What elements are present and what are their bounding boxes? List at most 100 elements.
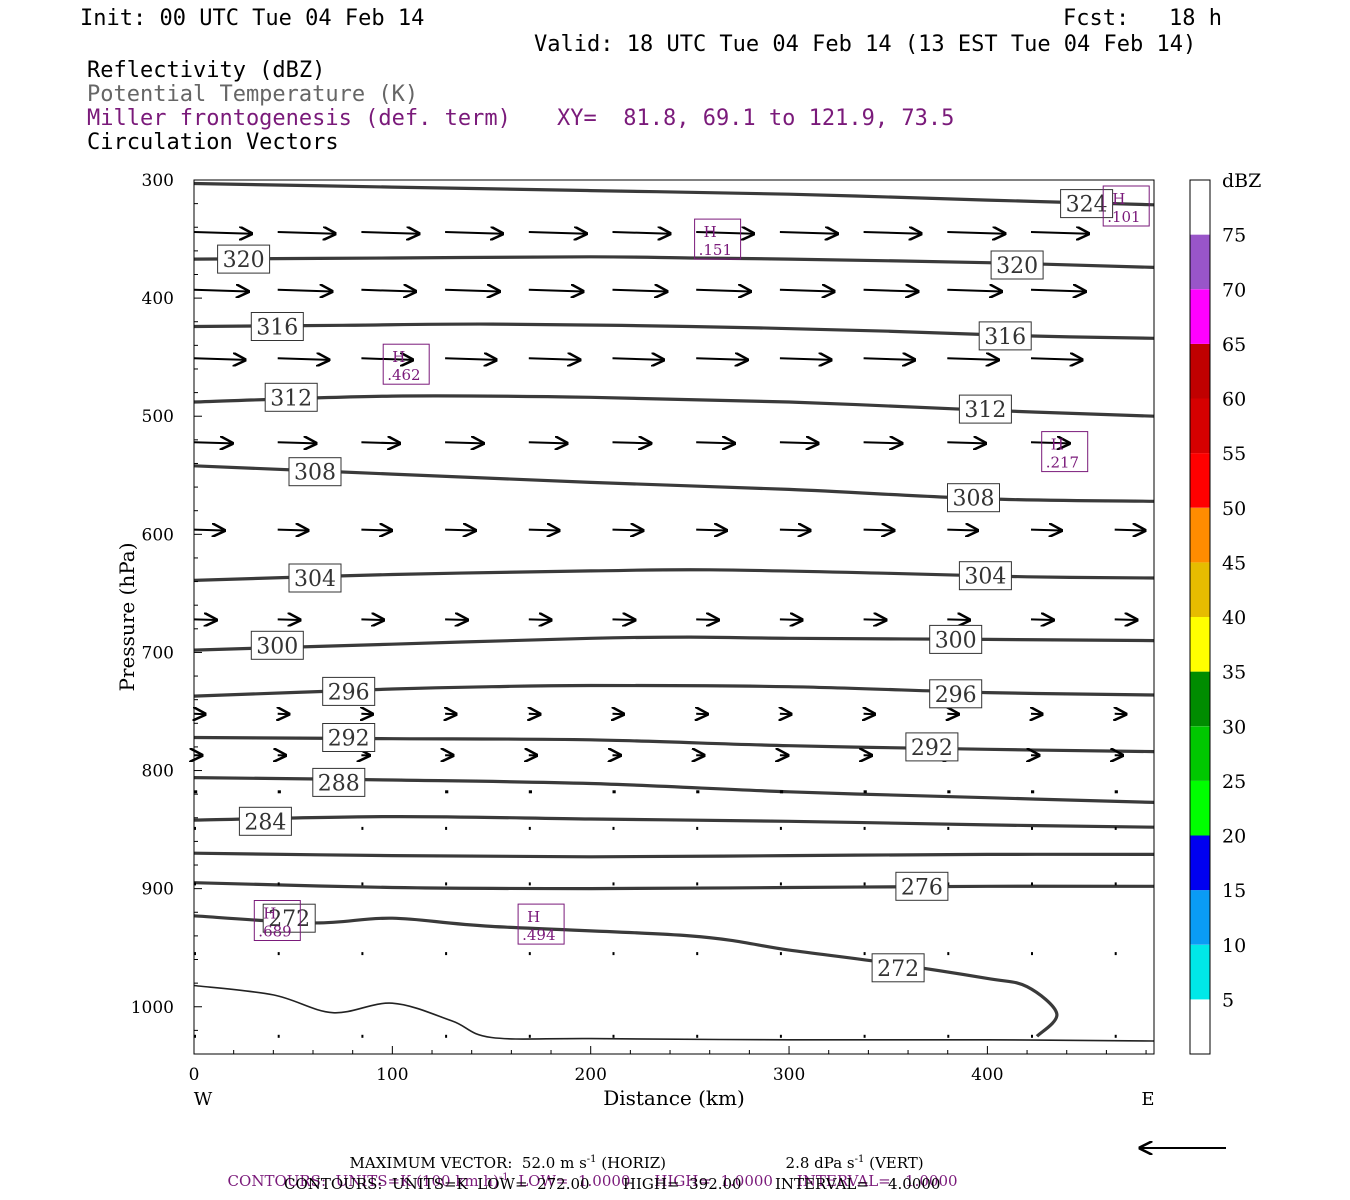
circulation-vector [1030, 530, 1061, 531]
isentrope-label-box [871, 953, 925, 983]
colorbar-swatch [1190, 507, 1210, 563]
isentrope-label: 320 [996, 254, 1038, 279]
colorbar-level: 40 [1222, 607, 1246, 629]
circulation-vector [193, 290, 248, 292]
isentrope-label: 308 [294, 461, 336, 486]
isentrope-label-box [262, 903, 316, 933]
circulation-vector [779, 530, 810, 531]
colorbar-level: 50 [1222, 498, 1246, 520]
circulation-vector [696, 619, 718, 620]
isentrope-284 [193, 814, 1155, 829]
isentrope-label: 296 [935, 683, 977, 708]
isentrope-label: 292 [328, 727, 370, 752]
isentrope-label-box [905, 732, 959, 762]
circulation-vector [947, 530, 977, 531]
circulation-vector [445, 290, 499, 292]
colorbar-swatch [1190, 780, 1210, 836]
circulation-vector [612, 442, 651, 443]
circulation-vector [528, 358, 580, 360]
y-tick-label: 800 [142, 762, 174, 782]
frontogenesis-max-value: .151 [699, 241, 732, 259]
y-tick-label: 500 [142, 407, 174, 427]
footer-contours-frontogenesis: CONTOURS: UNITS=K (100 km h)-1 LOW= 1.00… [218, 1158, 958, 1189]
circulation-vector [445, 442, 483, 443]
frontogenesis-max-label: H [392, 348, 405, 366]
colorbar-swatch [1190, 289, 1210, 344]
footer-max-vector: MAXIMUM VECTOR: 52.0 m s-1 (HORIZ) [340, 1140, 666, 1171]
colorbar-level: 60 [1222, 389, 1246, 411]
circulation-vector [863, 232, 922, 234]
circulation-vector [612, 358, 664, 360]
isentrope-label-box [264, 382, 318, 412]
circulation-vector [947, 442, 985, 443]
isentrope-label: 308 [953, 487, 995, 512]
isentrope-label: 304 [294, 567, 336, 592]
forecast-hour: Fcst: 18 h [1063, 6, 1222, 31]
isentrope-300 [193, 635, 1155, 652]
max-vector-exp: -1 [586, 1154, 597, 1165]
plot-frame [193, 179, 1155, 1055]
circulation-vector [612, 619, 635, 620]
circulation-vector [445, 358, 496, 360]
frontogenesis-max-value: .101 [1107, 208, 1140, 226]
footer-vert-vector: 2.8 dPa s-1 (VERT) [776, 1140, 924, 1171]
x-tick-label: 0 [189, 1065, 200, 1085]
isentrope-label: 276 [901, 875, 943, 900]
frontogenesis-max-value: .217 [1046, 454, 1079, 472]
circulation-vector [863, 358, 915, 360]
isentrope-label-box [929, 679, 983, 709]
circulation-vector [612, 232, 671, 234]
isentrope-label: 316 [256, 316, 298, 341]
frontogenesis-max-label: H [1051, 436, 1064, 454]
isentrope-280 [193, 851, 1155, 859]
frontogenesis-max-box [1041, 431, 1089, 473]
circulation-vector [277, 358, 329, 360]
circulation-vector [612, 530, 643, 531]
frontogenesis-max-label: H [1112, 190, 1125, 208]
circulation-vector [361, 442, 399, 443]
footer-contours-theta: CONTOURS: UNITS=K LOW= 272.00 HIGH= 392.… [284, 1175, 941, 1193]
circulation-vector [528, 619, 551, 620]
init-time: Init: 00 UTC Tue 04 Feb 14 [80, 6, 425, 31]
colorbar-level: 35 [1222, 662, 1246, 684]
isentrope-label: 296 [328, 680, 370, 705]
circulation-vector [779, 619, 802, 620]
isentrope-label: 320 [223, 248, 265, 273]
isentrope-label-box [929, 624, 983, 654]
isentrope-label-box [958, 561, 1012, 591]
circulation-vector [277, 442, 316, 443]
colorbar-level: 30 [1222, 716, 1246, 738]
isentrope-label-box [288, 457, 342, 487]
isentrope-324 [193, 181, 1155, 207]
colorbar-swatch [1190, 234, 1210, 290]
x-tick-label: 200 [574, 1065, 606, 1085]
circulation-vector [193, 442, 232, 443]
isentrope-label-box [250, 312, 304, 341]
x-tick-label: 100 [376, 1065, 408, 1085]
isentropes [193, 181, 1155, 1042]
colorbar-level: 45 [1222, 552, 1246, 574]
isentrope-label-box [312, 767, 366, 797]
isentrope-label: 300 [935, 628, 977, 653]
isentrope-label-box [250, 630, 304, 660]
circulation-vector [277, 232, 336, 234]
frontogenesis-max-label: H [263, 905, 276, 923]
isentrope-label-box [217, 244, 271, 274]
circulation-vector [361, 530, 391, 531]
isentrope-label: 292 [911, 736, 953, 761]
circulation-vector [779, 358, 831, 360]
x-axis-west: W [194, 1089, 213, 1110]
vert-vector-text: 2.8 dPa s [785, 1154, 855, 1172]
frontogenesis-max-box [694, 218, 742, 260]
circulation-vector [696, 358, 747, 360]
legend-circulation: Circulation Vectors [87, 130, 339, 155]
frontogenesis-max-box [1102, 185, 1150, 227]
frontogenesis-max-value: .494 [522, 926, 555, 944]
colorbar-swatch [1190, 999, 1210, 1054]
contours1-tail: LOW= 1.0000 HIGH= 1.0000 INTERVAL= 1.000… [508, 1172, 958, 1190]
colorbar-level: 25 [1222, 771, 1246, 793]
legend-theta: Potential Temperature (K) [87, 82, 419, 107]
colorbar-level: 65 [1222, 334, 1246, 356]
circulation-vector [528, 290, 583, 292]
